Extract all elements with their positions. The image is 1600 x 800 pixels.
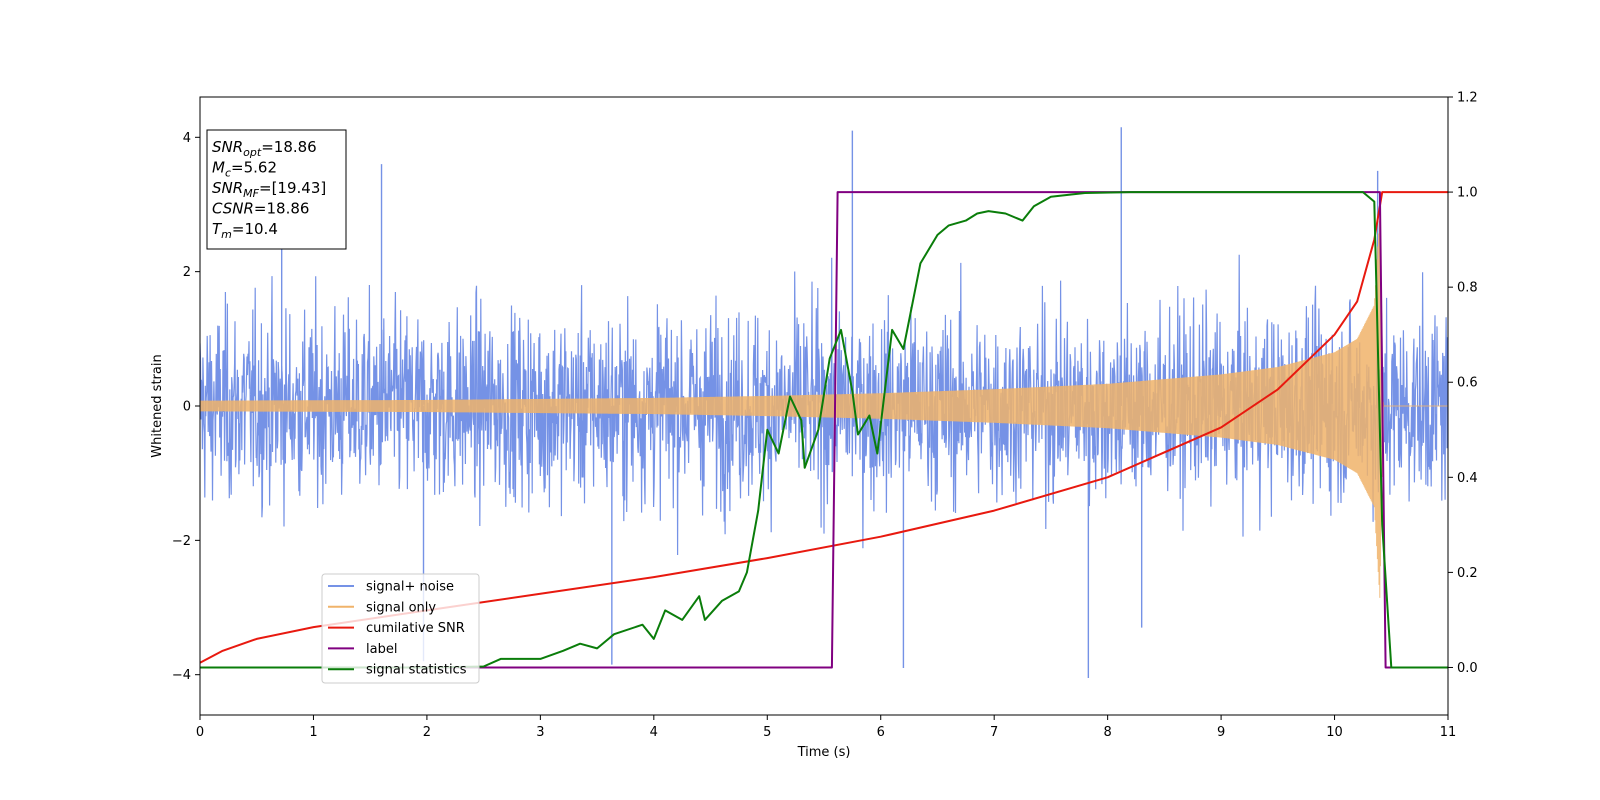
- legend-label: signal+ noise: [366, 580, 454, 595]
- x-tick-label: 0: [196, 725, 204, 740]
- y2-tick-label: 1.2: [1457, 91, 1478, 106]
- x-tick-label: 4: [650, 725, 658, 740]
- y2-tick-label: 0.0: [1457, 661, 1478, 676]
- x-tick-label: 5: [763, 725, 771, 740]
- info-line: SNRopt=18.86: [212, 138, 317, 159]
- legend-frame: [321, 573, 480, 684]
- x-tick-label: 10: [1326, 725, 1343, 740]
- x-axis-label: Time (s): [797, 745, 851, 760]
- x-tick-label: 9: [1217, 725, 1225, 740]
- y-axis-left: −4 −2 0 2 4: [172, 131, 200, 683]
- y-tick-label: −4: [172, 668, 191, 683]
- x-tick-label: 2: [423, 725, 431, 740]
- x-axis: 0 1 2 3 4 5 6 7 8 9 10 11: [196, 715, 1456, 740]
- y2-tick-label: 0.4: [1457, 471, 1478, 486]
- info-line: SNRMF=[19.43]: [212, 179, 326, 200]
- info-line: Mc=5.62: [212, 159, 277, 180]
- info-line: CSNR=18.86: [212, 200, 309, 218]
- info-box-frame: [206, 129, 347, 250]
- y2-tick-label: 1.0: [1457, 186, 1478, 201]
- series-cumulative-snr: [200, 191, 1448, 664]
- y-axis-right: 0.0 0.2 0.4 0.6 0.8 1.0 1.2: [1448, 91, 1478, 676]
- y-tick-label: 2: [183, 265, 191, 280]
- info-box: SNRopt=18.86Mc=5.62SNRMF=[19.43]CSNR=18.…: [206, 129, 347, 250]
- legend: signal+ noise signal only cumilative SNR la…: [321, 573, 480, 684]
- y-tick-label: 4: [183, 131, 191, 146]
- series-signal-statistics: [200, 191, 1448, 669]
- legend-label: cumilative SNR: [366, 621, 465, 636]
- y-tick-label: −2: [172, 534, 191, 549]
- info-line: Tm=10.4: [212, 220, 278, 241]
- x-tick-label: 6: [877, 725, 885, 740]
- plot-area: [200, 127, 1448, 679]
- y-tick-label: 0: [183, 400, 191, 415]
- y2-tick-label: 0.8: [1457, 281, 1478, 296]
- x-tick-label: 3: [536, 725, 544, 740]
- legend-label: label: [366, 642, 397, 657]
- legend-label: signal statistics: [366, 663, 467, 678]
- x-tick-label: 8: [1103, 725, 1111, 740]
- x-tick-label: 1: [309, 725, 317, 740]
- y2-tick-label: 0.2: [1457, 566, 1478, 581]
- x-tick-label: 7: [990, 725, 998, 740]
- x-tick-label: 11: [1440, 725, 1457, 740]
- y2-tick-label: 0.6: [1457, 376, 1478, 391]
- legend-label: signal only: [366, 600, 436, 615]
- y-axis-label: Whitened strain: [150, 354, 165, 457]
